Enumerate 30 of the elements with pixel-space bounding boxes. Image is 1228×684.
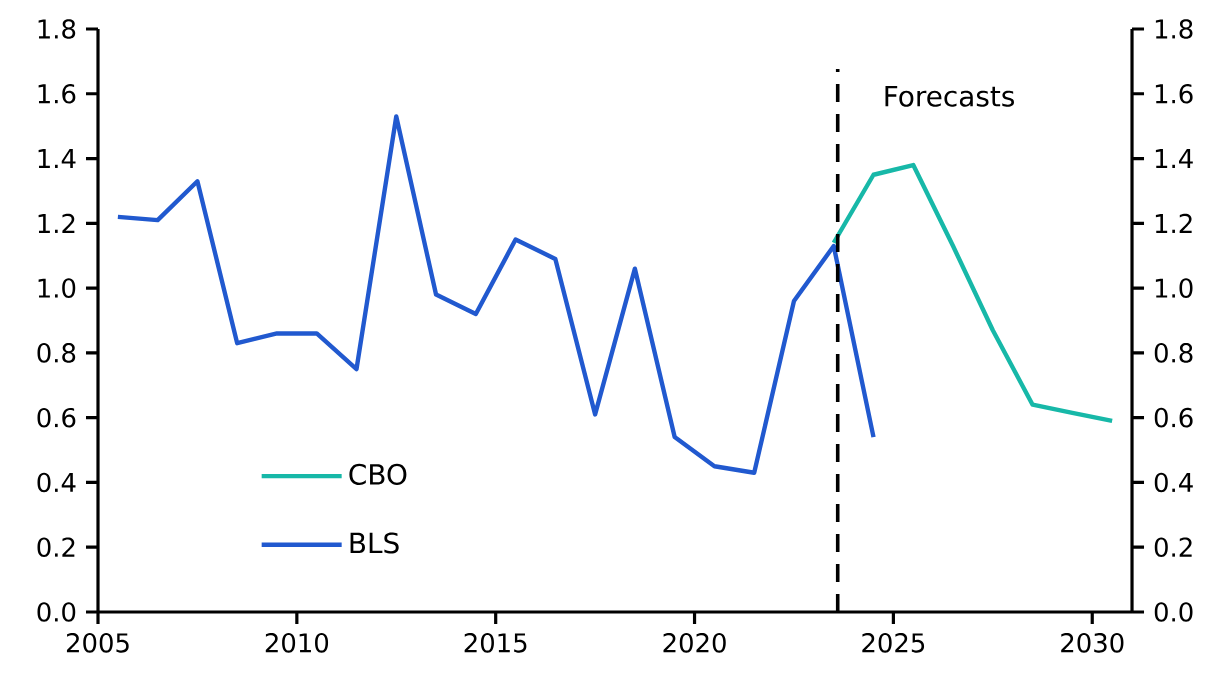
y-tick-label: 0.0 — [1154, 602, 1193, 622]
y2-tick-label: 1.8 — [38, 19, 76, 39]
x-tick-label: 2025 — [862, 633, 925, 653]
y2-tick-label: 1.0 — [38, 278, 76, 298]
y-tick-label: 1.8 — [1155, 19, 1193, 39]
y-tick-label: 1.6 — [1155, 83, 1193, 104]
y-tick-label: 0.4 — [1154, 472, 1193, 493]
y2-tick-label: 1.2 — [38, 213, 75, 233]
y-tick-label: 1.0 — [1155, 278, 1193, 298]
y2-tick-label: 0.2 — [37, 537, 75, 558]
y2-tick-label: 1.6 — [38, 83, 76, 104]
y2-tick-label: 0.8 — [37, 343, 76, 363]
x-tick-label: 2015 — [464, 633, 527, 653]
y2-tick-label: 0.0 — [37, 602, 76, 622]
ref-line-label: Forecasts — [885, 86, 1014, 107]
y2-tick-label: 1.4 — [38, 149, 76, 168]
y-tick-label: 0.6 — [1154, 407, 1193, 428]
y2-tick-label: 0.6 — [37, 407, 76, 428]
y-tick-label: 0.8 — [1154, 343, 1193, 363]
legend-label: CBO — [349, 463, 407, 485]
x-tick-label: 2005 — [66, 633, 129, 653]
x-tick-label: 2010 — [265, 633, 329, 653]
y2-tick-label: 0.4 — [37, 472, 76, 493]
y-tick-label: 0.2 — [1154, 537, 1192, 558]
y-tick-label: 1.4 — [1155, 149, 1193, 168]
line-series — [831, 162, 1115, 424]
legend-label: BLS — [350, 532, 399, 554]
y-tick-label: 1.2 — [1155, 213, 1192, 233]
x-tick-label: 2030 — [1061, 633, 1124, 653]
x-tick-label: 2020 — [663, 633, 726, 653]
